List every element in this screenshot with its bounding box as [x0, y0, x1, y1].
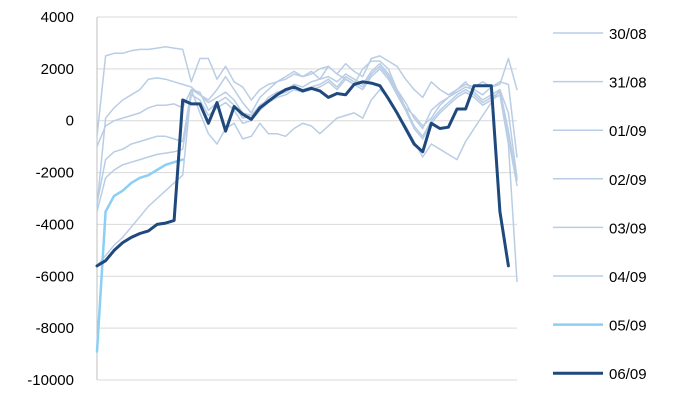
legend-label: 01/09	[609, 123, 647, 140]
y-tick-label: -6000	[36, 268, 74, 285]
y-tick-label: -2000	[36, 165, 74, 182]
y-tick-label: 2000	[41, 61, 74, 78]
legend-label: 03/09	[609, 220, 647, 237]
y-tick-label: -10000	[27, 372, 74, 389]
legend-label: 05/09	[609, 318, 647, 335]
y-tick-label: 4000	[41, 9, 74, 26]
series-line-04-09	[96, 88, 518, 267]
series-line-05-09	[95, 158, 184, 353]
y-tick-labels: 4000 2000 0 -2000 -4000 -6000 -8000 -10000	[27, 9, 74, 389]
legend: 30/08 31/08 01/09 02/09 03/09 04/09 05/09 06/09	[553, 26, 647, 383]
y-tick-label: -8000	[36, 320, 74, 337]
y-tick-label: -4000	[36, 216, 74, 233]
series-lines	[95, 46, 518, 353]
series-line-02-09	[96, 65, 518, 205]
series-line-03-09	[96, 68, 518, 283]
legend-label: 02/09	[609, 172, 647, 189]
series-line-01-09	[96, 62, 518, 182]
legend-label: 06/09	[609, 366, 647, 383]
legend-label: 31/08	[609, 75, 647, 92]
legend-label: 30/08	[609, 26, 647, 43]
legend-label: 04/09	[609, 269, 647, 286]
series-line-06-09	[95, 80, 510, 268]
series-line-31-08	[96, 55, 518, 208]
y-tick-label: 0	[66, 113, 74, 130]
gridlines	[97, 16, 517, 381]
